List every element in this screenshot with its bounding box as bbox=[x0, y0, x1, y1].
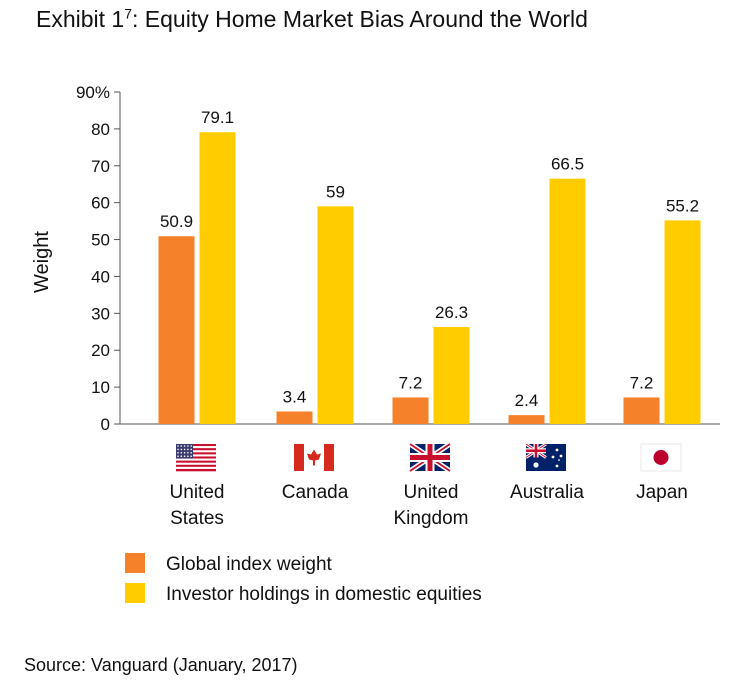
us-flag-icon bbox=[176, 444, 216, 472]
bar-global-index-weight bbox=[276, 411, 313, 424]
australia-flag-icon bbox=[525, 442, 566, 471]
data-label: 7.2 bbox=[399, 373, 423, 392]
title-prefix: Exhibit 1 bbox=[36, 6, 125, 32]
data-label: 55.2 bbox=[666, 196, 699, 215]
y-tick-label: 80 bbox=[91, 120, 110, 139]
bar-global-index-weight bbox=[508, 415, 545, 424]
data-label: 2.4 bbox=[515, 391, 539, 410]
x-tick-label: United bbox=[404, 482, 459, 503]
source-note: Source: Vanguard (January, 2017) bbox=[24, 655, 298, 675]
bar-chart: 0 10 20 30 40 50 60 70 80 90% Weight 50.9 3.4 7.2 2.4… bbox=[31, 83, 720, 605]
y-tick-label: 90% bbox=[76, 83, 110, 102]
x-tick-label: United bbox=[170, 482, 225, 503]
x-tick-label: States bbox=[170, 508, 224, 529]
y-tick-label: 50 bbox=[91, 231, 110, 250]
data-label: 7.2 bbox=[630, 373, 654, 392]
bar-investor-holdings bbox=[433, 326, 470, 424]
bar-global-index-weight bbox=[623, 397, 660, 424]
bar-investor-holdings bbox=[317, 206, 354, 424]
chart-axes: 0 10 20 30 40 50 60 70 80 90% Weight bbox=[31, 83, 720, 434]
chart-title: Exhibit 17: Equity Home Market Bias Arou… bbox=[36, 6, 588, 33]
data-label: 59 bbox=[326, 182, 345, 201]
title-suffix: : Equity Home Market Bias Around the Wor… bbox=[132, 6, 588, 32]
y-tick-label: 10 bbox=[91, 378, 110, 397]
x-tick-labels: United States Canada United Kingdom Australia… bbox=[170, 482, 688, 529]
y-tick-label: 40 bbox=[91, 267, 110, 286]
legend-label: Investor holdings in domestic equities bbox=[166, 584, 482, 605]
bar-investor-holdings bbox=[664, 220, 701, 424]
data-label: 50.9 bbox=[160, 212, 193, 231]
canada-flag-icon bbox=[294, 444, 334, 471]
bar-investor-holdings bbox=[199, 132, 236, 424]
legend: Global index weight Investor holdings in … bbox=[125, 553, 482, 605]
title-footnote-marker: 7 bbox=[124, 5, 133, 22]
japan-flag-icon bbox=[640, 443, 682, 472]
legend-swatch bbox=[125, 583, 145, 603]
data-label: 26.3 bbox=[435, 303, 468, 322]
y-tick-label: 0 bbox=[101, 415, 110, 434]
data-label: 79.1 bbox=[201, 108, 234, 127]
x-tick-label: Kingdom bbox=[394, 508, 469, 529]
uk-flag-icon bbox=[408, 441, 452, 474]
legend-label: Global index weight bbox=[166, 554, 333, 575]
y-tick-label: 70 bbox=[91, 157, 110, 176]
data-label: 66.5 bbox=[551, 155, 584, 174]
bar-global-index-weight bbox=[158, 236, 195, 424]
x-tick-label: Canada bbox=[282, 482, 349, 503]
chart-bars: 50.9 3.4 7.2 2.4 7.2 79.1 59 26.3 66.5 55.2 bbox=[158, 108, 701, 424]
x-tick-label: Japan bbox=[636, 482, 688, 503]
legend-swatch bbox=[125, 553, 145, 573]
y-tick-label: 30 bbox=[91, 304, 110, 323]
bar-global-index-weight bbox=[392, 397, 429, 424]
data-label: 3.4 bbox=[283, 387, 307, 406]
y-tick-label: 60 bbox=[91, 194, 110, 213]
x-tick-label: Australia bbox=[510, 482, 584, 503]
country-flags bbox=[176, 441, 682, 474]
y-axis-label: Weight bbox=[31, 231, 53, 293]
bar-investor-holdings bbox=[549, 178, 586, 424]
y-tick-label: 20 bbox=[91, 341, 110, 360]
